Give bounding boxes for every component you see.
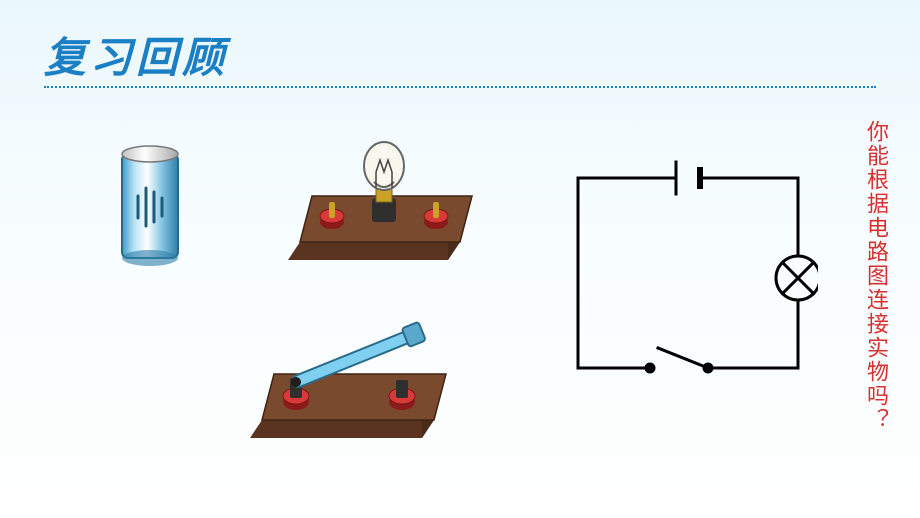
slide-header: 复习回顾 <box>44 24 228 85</box>
divider-line <box>44 86 876 88</box>
question-text: 你能根据电路图连接实物吗？ <box>864 120 888 432</box>
switch-board-icon <box>238 300 458 450</box>
battery-icon <box>110 140 190 270</box>
bulb-board-icon <box>280 132 480 282</box>
circuit-schematic <box>558 148 818 398</box>
slide-title: 复习回顾 <box>44 24 228 85</box>
content-area <box>0 100 920 518</box>
